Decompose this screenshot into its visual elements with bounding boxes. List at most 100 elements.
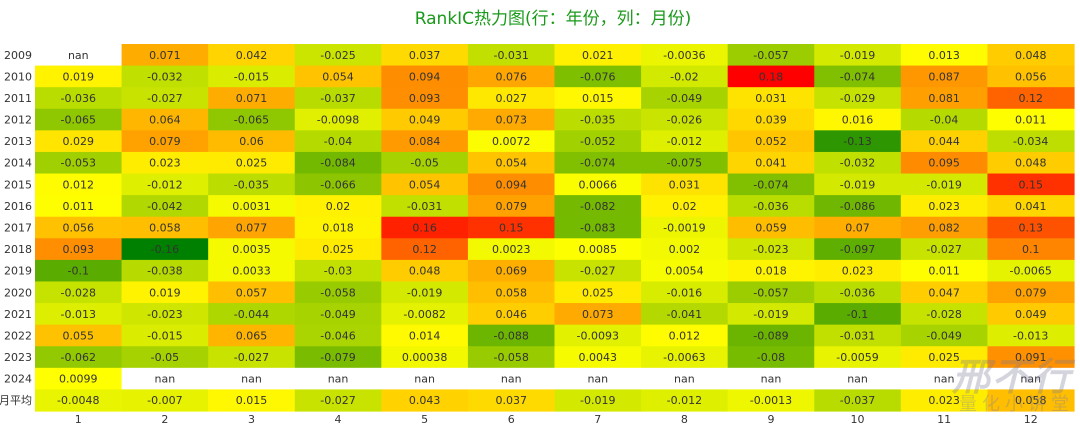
heatmap-cell xyxy=(121,389,209,412)
heatmap-cell xyxy=(900,195,989,218)
heatmap-cell xyxy=(35,173,123,196)
cell-label: 0.019 xyxy=(63,70,95,83)
heatmap-cell xyxy=(208,303,296,326)
cell-label: 0.0023 xyxy=(492,243,531,256)
cell-label: 0.15 xyxy=(1018,178,1043,191)
heatmap-cell xyxy=(467,281,556,304)
heatmap-cell xyxy=(381,259,469,283)
heatmap-cell xyxy=(294,259,382,283)
heatmap-cell xyxy=(381,173,469,196)
heatmap-cell xyxy=(554,238,642,261)
cell-label: -0.074 xyxy=(753,178,788,191)
cell-label: -0.1 xyxy=(68,265,89,278)
cell-label: 0.0031 xyxy=(232,200,271,213)
x-tick-label: 1 xyxy=(75,413,82,426)
x-tick-label: 9 xyxy=(767,413,774,426)
cell-label: 0.023 xyxy=(928,200,960,213)
heatmap-cell xyxy=(987,151,1075,175)
heatmap-cell xyxy=(641,195,729,218)
heatmap-cell xyxy=(727,44,815,67)
heatmap-cell xyxy=(467,65,556,88)
heatmap-cell xyxy=(381,367,469,391)
heatmap-cell xyxy=(900,173,989,196)
cell-label: -0.031 xyxy=(493,49,528,62)
heatmap-cell xyxy=(381,281,469,304)
cell-label: -0.019 xyxy=(407,286,442,299)
heatmap-cell xyxy=(381,216,469,239)
heatmap-cell xyxy=(814,65,902,88)
heatmap-cell xyxy=(727,324,815,347)
heatmap-cell xyxy=(381,195,469,218)
y-tick-label: 2019 xyxy=(4,265,32,278)
heatmap-cell xyxy=(467,44,556,67)
cell-label: -0.04 xyxy=(930,114,958,127)
cell-label: 0.015 xyxy=(236,394,268,407)
heatmap-cell xyxy=(208,238,296,261)
cell-label: -0.013 xyxy=(61,308,96,321)
heatmap-cell xyxy=(554,65,642,88)
heatmap-cell xyxy=(727,216,815,239)
heatmap-cell xyxy=(35,281,123,304)
heatmap-cell xyxy=(208,324,296,347)
cell-label: -0.03 xyxy=(324,265,352,278)
heatmap-cell xyxy=(814,151,902,175)
cell-label: -0.0098 xyxy=(317,114,359,127)
heatmap-cell xyxy=(208,44,296,67)
cell-label: nan xyxy=(68,49,89,62)
heatmap-cell xyxy=(814,87,902,110)
cell-label: -0.088 xyxy=(493,329,528,342)
heatmap-cell xyxy=(121,130,209,153)
heatmap-cell xyxy=(35,303,123,326)
heatmap-cell xyxy=(641,87,729,110)
cell-label: -0.012 xyxy=(667,135,702,148)
heatmap-cell xyxy=(294,195,382,218)
heatmap-cell xyxy=(467,173,556,196)
heatmap-cell xyxy=(727,151,815,175)
cell-label: 0.013 xyxy=(928,49,960,62)
heatmap-cell xyxy=(121,367,209,391)
heatmap-cell xyxy=(467,367,556,391)
cell-label: 0.079 xyxy=(1015,286,1047,299)
heatmap-cell xyxy=(208,195,296,218)
cell-label: -0.05 xyxy=(410,157,438,170)
heatmap-cell xyxy=(35,151,123,175)
cell-label: 0.058 xyxy=(495,286,527,299)
x-tick-label: 2 xyxy=(161,413,168,426)
heatmap-cell xyxy=(900,108,989,131)
cell-label: -0.027 xyxy=(926,243,961,256)
cell-label: -0.028 xyxy=(926,308,961,321)
cell-label: -0.036 xyxy=(840,286,875,299)
heatmap-cell xyxy=(294,44,382,67)
cell-label: -0.031 xyxy=(840,329,875,342)
cell-label: 0.02 xyxy=(326,200,351,213)
cell-label: -0.046 xyxy=(320,329,355,342)
heatmap-cell xyxy=(641,281,729,304)
heatmap-cell xyxy=(35,87,123,110)
cell-label: 0.093 xyxy=(409,92,441,105)
cell-label: 0.1 xyxy=(1022,243,1040,256)
cell-label: -0.0019 xyxy=(663,222,705,235)
heatmap-cell xyxy=(121,324,209,347)
y-tick-label: 2010 xyxy=(4,70,32,83)
heatmap-cell xyxy=(900,259,989,283)
heatmap-cell xyxy=(208,259,296,283)
heatmap-cell xyxy=(381,303,469,326)
y-tick-label: 2024 xyxy=(4,373,32,386)
heatmap-cell xyxy=(987,238,1075,261)
y-tick-label: 2018 xyxy=(4,243,32,256)
heatmap-cell xyxy=(987,389,1075,412)
heatmap-cell xyxy=(900,130,989,153)
y-tick-label: 2017 xyxy=(4,222,32,235)
cell-label: -0.074 xyxy=(580,157,615,170)
cell-label: 0.052 xyxy=(755,135,787,148)
heatmap-cell xyxy=(987,173,1075,196)
heatmap-cell xyxy=(814,346,902,369)
cell-label: 0.094 xyxy=(409,70,441,83)
heatmap-cell xyxy=(900,238,989,261)
cell-label: -0.019 xyxy=(580,394,615,407)
cell-label: -0.023 xyxy=(753,243,788,256)
heatmap-cell xyxy=(208,130,296,153)
cell-label: 0.012 xyxy=(63,178,95,191)
cell-label: 0.12 xyxy=(1018,92,1043,105)
cell-label: 0.073 xyxy=(582,308,614,321)
